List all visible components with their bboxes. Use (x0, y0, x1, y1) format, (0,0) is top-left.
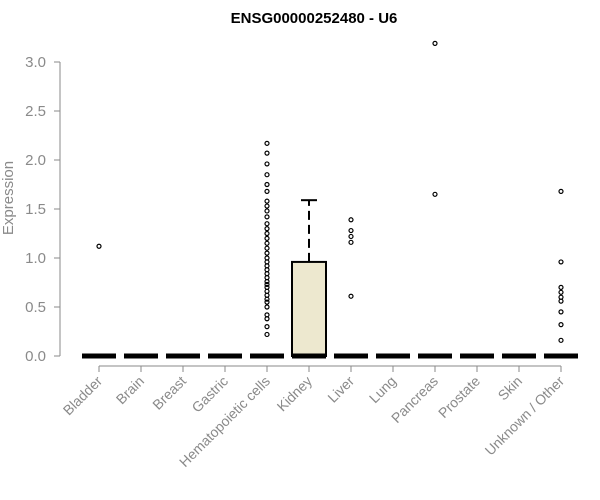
box-kidney (291, 199, 327, 359)
y-tick-label: 0.5 (25, 299, 46, 316)
outlier-point (432, 40, 438, 46)
outlier-point (264, 203, 270, 209)
x-tick-label: Unknown / Other (482, 373, 568, 459)
x-tick-label: Skin (495, 373, 526, 404)
box-liver (334, 217, 368, 359)
x-tick-label: Lung (366, 373, 399, 406)
x-tick-label: Breast (149, 373, 189, 413)
outlier-point (264, 284, 270, 290)
outlier-point (264, 221, 270, 227)
outlier-point (558, 188, 564, 194)
outlier-point (558, 259, 564, 265)
outlier-point (264, 226, 270, 232)
outlier-point (348, 227, 354, 234)
outlier-point (264, 304, 270, 310)
box-pancreas (418, 40, 452, 359)
outlier-point (264, 161, 270, 167)
box-hematopoietic-cells (250, 140, 284, 359)
x-tick-label: Liver (324, 373, 357, 406)
outlier-point (264, 255, 270, 261)
outlier-point (558, 322, 564, 328)
outlier-point (264, 181, 270, 188)
outlier-point (264, 312, 270, 318)
outlier-point (348, 293, 354, 299)
x-tick-label: Kidney (274, 373, 316, 415)
outlier-point (264, 172, 270, 178)
outlier-point (558, 294, 564, 300)
outlier-point (264, 140, 270, 146)
box-rect (291, 260, 327, 358)
x-tick-label: Pancreas (388, 373, 441, 426)
outlier-point (558, 309, 564, 315)
y-tick-label: 3.0 (25, 54, 46, 71)
outlier-point (264, 235, 270, 241)
box-bladder (82, 243, 116, 359)
outlier-point (264, 324, 270, 330)
outlier-point (264, 208, 270, 214)
outlier-point (264, 188, 270, 194)
outlier-point (264, 198, 270, 204)
outlier-point (264, 150, 270, 156)
y-tick-label: 1.5 (25, 201, 46, 218)
outlier-point (348, 239, 354, 245)
outlier-point (558, 284, 564, 290)
outlier-point (558, 337, 564, 343)
outlier-point (348, 233, 354, 240)
outlier-point (264, 281, 270, 288)
outlier-point (432, 191, 438, 197)
boxes-group (82, 40, 578, 359)
box-unknown-other (544, 188, 578, 359)
chart-title: ENSG00000252480 - U6 (231, 10, 398, 27)
y-tick-label: 0.0 (25, 348, 46, 365)
outlier-point (264, 331, 270, 338)
outlier-point (264, 240, 270, 246)
y-tick-label: 2.0 (25, 152, 46, 169)
x-tick-label: Brain (113, 373, 147, 407)
outlier-point (264, 245, 270, 251)
outlier-point (558, 289, 564, 295)
outlier-point (348, 217, 354, 223)
outlier-point (264, 299, 270, 305)
y-axis-label: Expression (0, 161, 17, 235)
outlier-point (264, 250, 270, 256)
x-tick-label: Bladder (60, 373, 106, 419)
outlier-point (264, 214, 270, 220)
outlier-point (96, 243, 102, 249)
y-axis: 0.0 0.5 1.0 1.5 2.0 2.5 3.0 (25, 54, 61, 365)
y-tick-label: 1.0 (25, 250, 46, 267)
outlier-point (264, 230, 270, 237)
x-tick-label: Prostate (435, 373, 483, 421)
y-tick-label: 2.5 (25, 103, 46, 120)
